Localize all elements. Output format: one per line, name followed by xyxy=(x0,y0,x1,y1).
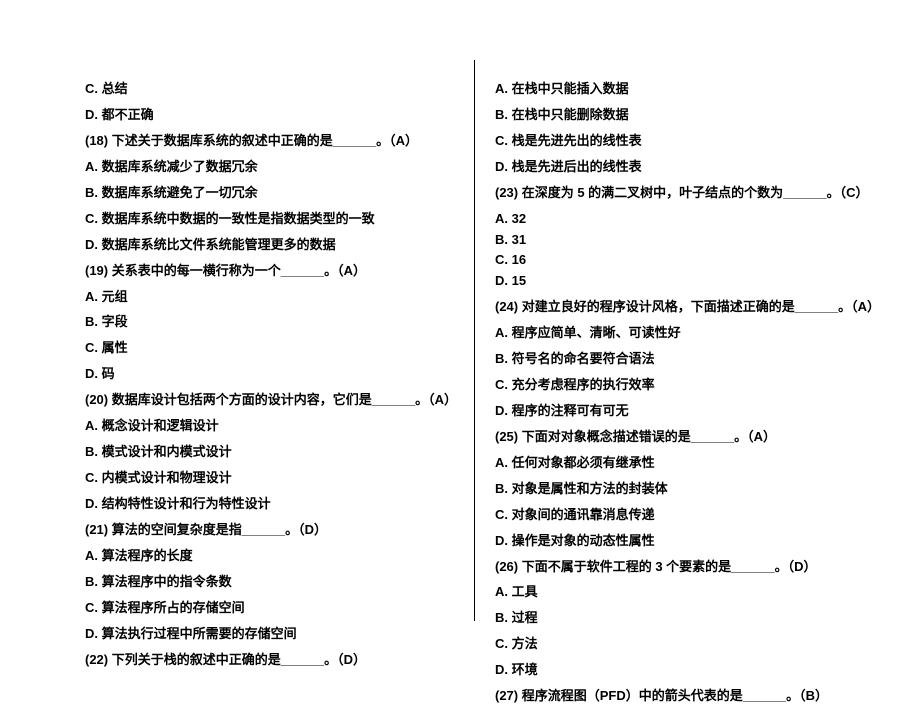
question-26: (26) 下面不属于软件工程的 3 个要素的是______。（D） xyxy=(495,558,880,577)
option-d: D. 算法执行过程中所需要的存储空间 xyxy=(85,625,459,644)
option-c: C. 对象间的通讯靠消息传递 xyxy=(495,506,880,525)
option-a: A. 32 xyxy=(495,210,880,229)
question-20: (20) 数据库设计包括两个方面的设计内容，它们是______。（A） xyxy=(85,391,459,410)
option-a: A. 元组 xyxy=(85,288,459,307)
question-23: (23) 在深度为 5 的满二叉树中，叶子结点的个数为______。（C） xyxy=(495,184,880,203)
option-c: C. 算法程序所占的存储空间 xyxy=(85,599,459,618)
option-c: C. 方法 xyxy=(495,635,880,654)
left-column: C. 总结 D. 都不正确 (18) 下述关于数据库系统的叙述中正确的是____… xyxy=(0,80,474,651)
option-b: B. 字段 xyxy=(85,313,459,332)
option-c: C. 16 xyxy=(495,251,880,270)
page-container: C. 总结 D. 都不正确 (18) 下述关于数据库系统的叙述中正确的是____… xyxy=(0,0,920,651)
question-24: (24) 对建立良好的程序设计风格，下面描述正确的是______。（A） xyxy=(495,298,880,317)
option-d: D. 环境 xyxy=(495,661,880,680)
option-d: D. 码 xyxy=(85,365,459,384)
option-c: C. 内模式设计和物理设计 xyxy=(85,469,459,488)
question-19: (19) 关系表中的每一横行称为一个______。（A） xyxy=(85,262,459,281)
option-d: D. 栈是先进后出的线性表 xyxy=(495,158,880,177)
option-a: A. 概念设计和逻辑设计 xyxy=(85,417,459,436)
option-d: D. 操作是对象的动态性属性 xyxy=(495,532,880,551)
option-b: B. 符号名的命名要符合语法 xyxy=(495,350,880,369)
option-b: B. 模式设计和内模式设计 xyxy=(85,443,459,462)
option-b: B. 算法程序中的指令条数 xyxy=(85,573,459,592)
option-a: A. 工具 xyxy=(495,583,880,602)
question-25: (25) 下面对对象概念描述错误的是______。（A） xyxy=(495,428,880,447)
option-c: C. 栈是先进先出的线性表 xyxy=(495,132,880,151)
option-d: D. 结构特性设计和行为特性设计 xyxy=(85,495,459,514)
option-b: B. 在栈中只能删除数据 xyxy=(495,106,880,125)
option-c: C. 充分考虑程序的执行效率 xyxy=(495,376,880,395)
question-27: (27) 程序流程图（PFD）中的箭头代表的是______。（B） xyxy=(495,687,880,706)
option-b: B. 31 xyxy=(495,231,880,250)
question-22: (22) 下列关于栈的叙述中正确的是______。（D） xyxy=(85,651,459,670)
option-a: A. 程序应简单、清晰、可读性好 xyxy=(495,324,880,343)
option-c: C. 总结 xyxy=(85,80,459,99)
option-a: A. 算法程序的长度 xyxy=(85,547,459,566)
option-b: B. 对象是属性和方法的封装体 xyxy=(495,480,880,499)
option-c: C. 属性 xyxy=(85,339,459,358)
question-21: (21) 算法的空间复杂度是指______。（D） xyxy=(85,521,459,540)
option-b: B. 过程 xyxy=(495,609,880,628)
option-a: A. 数据库系统减少了数据冗余 xyxy=(85,158,459,177)
option-d: D. 程序的注释可有可无 xyxy=(495,402,880,421)
question-18: (18) 下述关于数据库系统的叙述中正确的是______。（A） xyxy=(85,132,459,151)
option-d: D. 都不正确 xyxy=(85,106,459,125)
option-a: A. 在栈中只能插入数据 xyxy=(495,80,880,99)
option-b: B. 数据库系统避免了一切冗余 xyxy=(85,184,459,203)
option-c: C. 数据库系统中数据的一致性是指数据类型的一致 xyxy=(85,210,459,229)
right-column: A. 在栈中只能插入数据 B. 在栈中只能删除数据 C. 栈是先进先出的线性表 … xyxy=(475,80,920,651)
option-d: D. 15 xyxy=(495,272,880,291)
option-d: D. 数据库系统比文件系统能管理更多的数据 xyxy=(85,236,459,255)
option-a: A. 任何对象都必须有继承性 xyxy=(495,454,880,473)
